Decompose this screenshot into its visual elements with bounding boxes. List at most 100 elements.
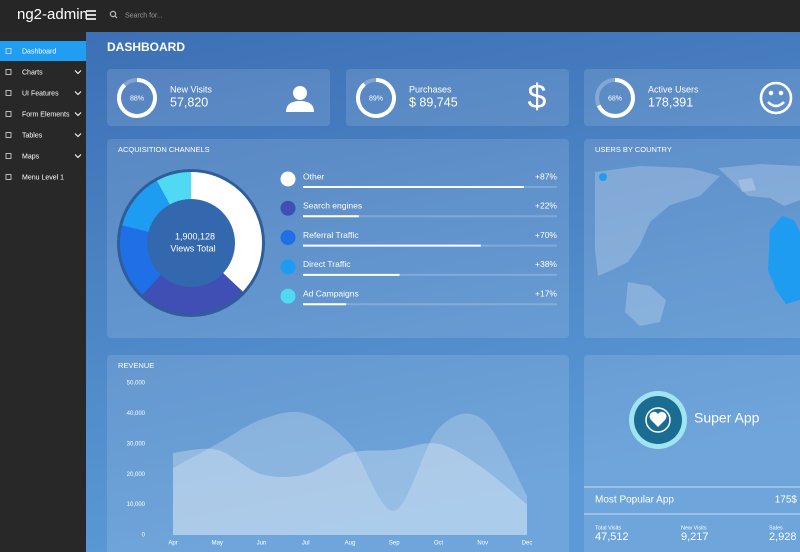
countries-card [584, 139, 800, 338]
x-tick-label: Oct [434, 541, 444, 547]
channel-change: +22% [535, 201, 557, 211]
user-icon [286, 86, 314, 112]
menu-item[interactable]: Form Elements [22, 111, 70, 118]
ring-label: 89% [369, 95, 383, 102]
x-tick-label: Aug [345, 541, 356, 547]
donut-segment [156, 172, 192, 206]
donut-segment [142, 271, 243, 314]
app-card [584, 355, 800, 552]
stat-value: 178,391 [648, 95, 693, 109]
y-tick-label: 10,000 [127, 502, 146, 508]
metric-value: 2,928 [769, 531, 797, 543]
metric-value: 9,217 [681, 531, 709, 543]
channel-dot [280, 200, 296, 216]
menu-item[interactable]: Menu Level 1 [22, 174, 64, 181]
menu-toggle[interactable] [86, 10, 96, 20]
logo[interactable]: ng2-admin [17, 6, 88, 23]
chevron [74, 154, 82, 159]
heart-icon [649, 411, 667, 427]
donut-segment [122, 180, 171, 233]
chevron [74, 91, 82, 96]
card-title: USERS BY COUNTRY [595, 145, 672, 154]
chevron [74, 112, 82, 117]
stat-value: $ 89,745 [409, 95, 458, 109]
menu-icon [5, 90, 12, 96]
x-tick-label: May [212, 541, 223, 547]
app-name: Super App [694, 410, 760, 426]
x-tick-label: Apr [168, 541, 177, 547]
app-price: 175$ [775, 495, 798, 506]
card-title: REVENUE [118, 361, 154, 370]
y-tick-label: 30,000 [127, 441, 146, 447]
world-map [595, 164, 800, 326]
channel-name: Ad Campaigns [303, 288, 359, 298]
menu-icon [5, 153, 12, 159]
dollar-icon: $ [528, 78, 547, 116]
menu-icon [5, 111, 12, 117]
search-input[interactable]: Search for... [125, 12, 163, 19]
metric-value: 47,512 [595, 531, 629, 543]
stat-label: Purchases [409, 84, 452, 94]
x-tick-label: Nov [477, 541, 488, 547]
channel-name: Referral Traffic [303, 230, 359, 240]
search-icon [109, 10, 118, 19]
stat-card [584, 69, 800, 126]
stat-label: Active Users [648, 84, 699, 94]
sidebar [0, 32, 86, 552]
menu-item[interactable]: Tables [22, 132, 43, 139]
stat-card [107, 69, 330, 126]
channel-change: +87% [535, 171, 557, 181]
channel-change: +70% [535, 230, 557, 240]
ring-label: 68% [608, 95, 622, 102]
app-badge-inner [645, 407, 671, 433]
metric-label: Total Visits [595, 525, 621, 531]
metric-label: Sales [769, 525, 783, 531]
menu-item[interactable]: Charts [22, 69, 43, 76]
metric-label: New Visits [681, 525, 707, 531]
menu-icon [5, 48, 12, 54]
menu-item[interactable]: Maps [22, 153, 40, 160]
donut-total: 1,900,128 [175, 231, 215, 241]
stat-label: New Visits [170, 84, 212, 94]
x-tick-label: Sep [389, 541, 400, 547]
donut-segment [190, 172, 262, 292]
smiley-icon [759, 81, 793, 115]
stat-card [346, 69, 569, 126]
menu-icon [5, 69, 12, 75]
ring-progress [117, 78, 157, 118]
donut-hole [147, 199, 235, 287]
channel-name: Other [303, 171, 324, 181]
ring-progress [356, 78, 396, 118]
channel-dot [280, 259, 296, 275]
card-title: ACQUISITION CHANNELS [118, 145, 210, 154]
page-title: DASHBOARD [107, 40, 185, 54]
y-tick-label: 50,000 [127, 381, 146, 387]
stat-value: 57,820 [170, 95, 208, 109]
ring-label: 88% [130, 95, 144, 102]
channel-change: +38% [535, 259, 557, 269]
x-tick-label: Jun [257, 541, 267, 547]
map-highlight [599, 173, 800, 304]
channel-dot [280, 171, 296, 187]
channel-name: Direct Traffic [303, 259, 351, 269]
menu-icon [5, 132, 12, 138]
chevron [74, 133, 82, 138]
x-tick-label: Jul [302, 541, 310, 547]
donut-caption: Views Total [170, 243, 215, 253]
area [173, 411, 527, 535]
channel-name: Search engines [303, 201, 362, 211]
y-tick-label: 40,000 [127, 411, 146, 417]
ring-progress [596, 78, 635, 118]
menu-icon [5, 174, 12, 180]
menu-item[interactable]: UI Features [22, 90, 59, 97]
donut-segment [120, 225, 163, 295]
chevron [74, 70, 82, 75]
channel-dot [280, 288, 296, 304]
popular-label: Most Popular App [595, 495, 674, 506]
area [173, 443, 527, 535]
active-item [0, 41, 86, 61]
menu-item[interactable]: Dashboard [22, 48, 56, 55]
top-bar [0, 0, 800, 32]
